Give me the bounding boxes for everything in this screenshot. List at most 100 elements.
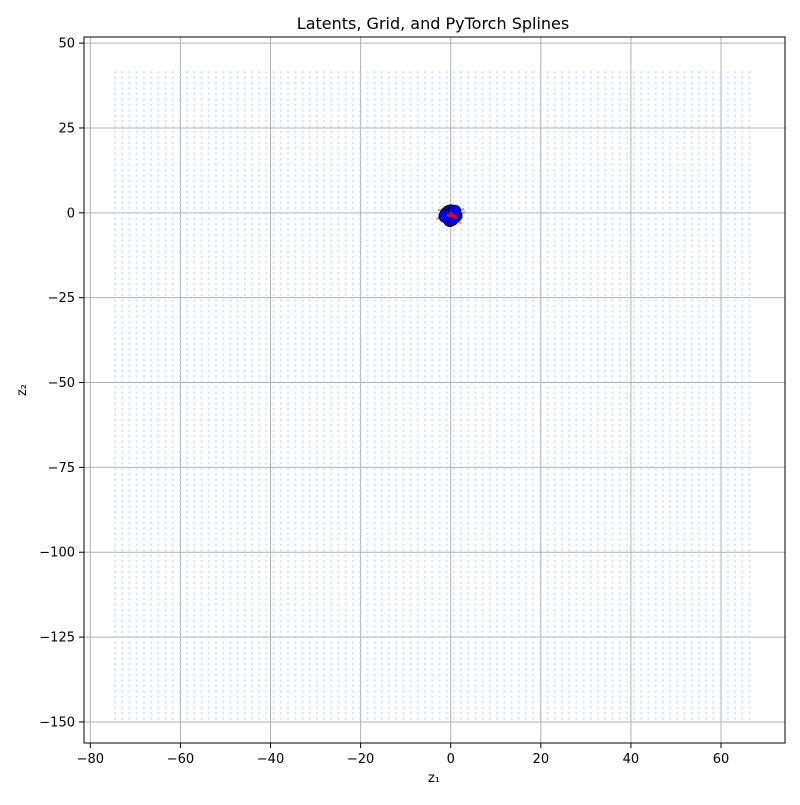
grid-point	[330, 457, 332, 459]
grid-point	[301, 479, 303, 481]
grid-point	[352, 517, 354, 519]
grid-point	[402, 359, 404, 361]
grid-point	[323, 696, 325, 698]
grid-point	[121, 131, 123, 133]
grid-point	[381, 587, 383, 589]
grid-point	[388, 538, 390, 540]
grid-point	[395, 240, 397, 242]
grid-point	[143, 430, 145, 432]
grid-point	[121, 147, 123, 149]
grid-point	[164, 533, 166, 535]
grid-point	[402, 185, 404, 187]
grid-point	[395, 223, 397, 225]
grid-point	[251, 240, 253, 242]
grid-point	[215, 392, 217, 394]
grid-point	[193, 484, 195, 486]
grid-point	[244, 272, 246, 274]
grid-point	[345, 164, 347, 166]
grid-point	[352, 321, 354, 323]
grid-point	[157, 527, 159, 529]
grid-point	[273, 288, 275, 290]
grid-point	[280, 527, 282, 529]
grid-point	[157, 354, 159, 356]
grid-point	[388, 500, 390, 502]
grid-point	[345, 641, 347, 643]
grid-point	[273, 299, 275, 301]
grid-point	[186, 582, 188, 584]
grid-point	[287, 565, 289, 567]
grid-point	[121, 223, 123, 225]
grid-point	[237, 435, 239, 437]
grid-point	[215, 104, 217, 106]
grid-point	[316, 690, 318, 692]
grid-point	[323, 348, 325, 350]
grid-point	[352, 549, 354, 551]
grid-point	[337, 131, 339, 133]
grid-point	[200, 299, 202, 301]
grid-point	[359, 468, 361, 470]
grid-point	[273, 109, 275, 111]
grid-point	[316, 435, 318, 437]
grid-point	[287, 82, 289, 84]
grid-point	[294, 555, 296, 557]
grid-point	[244, 484, 246, 486]
grid-point	[395, 142, 397, 144]
grid-point	[258, 538, 260, 540]
grid-point	[114, 223, 116, 225]
grid-point	[157, 348, 159, 350]
grid-point	[121, 375, 123, 377]
grid-point	[237, 169, 239, 171]
grid-point	[193, 316, 195, 318]
grid-point	[309, 696, 311, 698]
grid-point	[208, 511, 210, 513]
grid-point	[395, 120, 397, 122]
grid-point	[121, 468, 123, 470]
grid-point	[395, 717, 397, 719]
grid-point	[200, 587, 202, 589]
grid-point	[150, 614, 152, 616]
grid-point	[157, 647, 159, 649]
grid-point	[186, 207, 188, 209]
grid-point	[251, 707, 253, 709]
grid-point	[244, 587, 246, 589]
grid-point	[179, 446, 181, 448]
grid-point	[244, 326, 246, 328]
grid-point	[373, 169, 375, 171]
grid-point	[301, 343, 303, 345]
grid-point	[301, 185, 303, 187]
grid-point	[337, 424, 339, 426]
grid-point	[366, 647, 368, 649]
grid-point	[251, 712, 253, 714]
grid-point	[258, 234, 260, 236]
grid-point	[280, 571, 282, 573]
grid-point	[208, 136, 210, 138]
grid-point	[395, 506, 397, 508]
grid-point	[337, 153, 339, 155]
grid-point	[309, 424, 311, 426]
grid-point	[352, 126, 354, 128]
grid-point	[265, 381, 267, 383]
grid-point	[330, 479, 332, 481]
grid-point	[251, 305, 253, 307]
grid-point	[280, 701, 282, 703]
grid-point	[410, 462, 412, 464]
grid-point	[136, 164, 138, 166]
grid-point	[301, 337, 303, 339]
grid-point	[287, 430, 289, 432]
grid-point	[359, 522, 361, 524]
grid-point	[229, 479, 231, 481]
grid-point	[381, 408, 383, 410]
grid-point	[258, 690, 260, 692]
grid-point	[301, 180, 303, 182]
grid-point	[164, 663, 166, 665]
grid-point	[309, 598, 311, 600]
grid-point	[395, 93, 397, 95]
grid-point	[222, 424, 224, 426]
grid-point	[193, 82, 195, 84]
grid-point	[309, 565, 311, 567]
grid-point	[294, 218, 296, 220]
grid-point	[215, 153, 217, 155]
grid-point	[345, 625, 347, 627]
grid-point	[157, 517, 159, 519]
grid-point	[388, 679, 390, 681]
